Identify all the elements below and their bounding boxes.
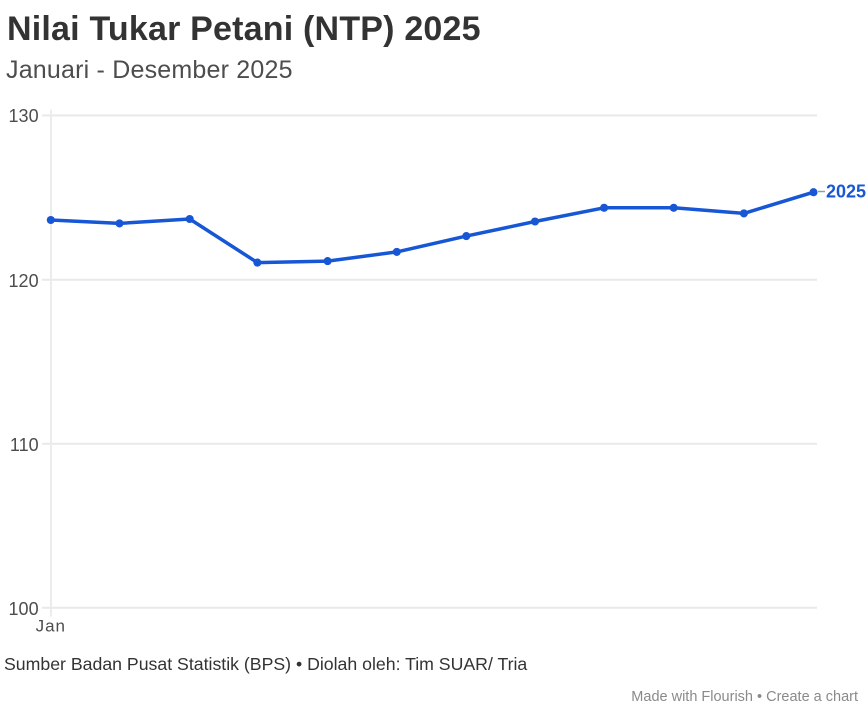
svg-text:Jan: Jan [36, 617, 66, 636]
svg-text:120: 120 [9, 271, 39, 291]
svg-text:130: 130 [9, 106, 39, 126]
svg-text:110: 110 [10, 435, 39, 455]
svg-text:2025: 2025 [826, 182, 866, 202]
svg-text:100: 100 [9, 599, 39, 619]
